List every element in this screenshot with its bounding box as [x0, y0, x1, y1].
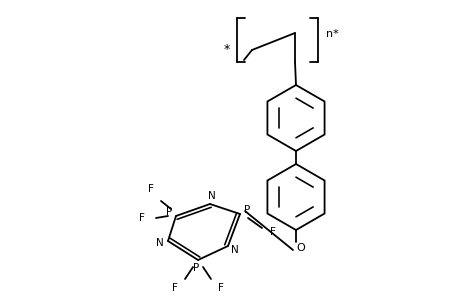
Text: N: N — [230, 245, 238, 255]
Text: P: P — [243, 205, 250, 215]
Text: P: P — [192, 263, 199, 273]
Text: F: F — [269, 227, 275, 237]
Text: F: F — [172, 283, 178, 293]
Text: P: P — [166, 207, 172, 217]
Text: F: F — [218, 283, 224, 293]
Text: n*: n* — [325, 29, 338, 39]
Text: N: N — [207, 191, 215, 201]
Text: F: F — [148, 184, 154, 194]
Text: O: O — [296, 243, 305, 253]
Text: F: F — [139, 213, 145, 223]
Text: *: * — [224, 44, 230, 56]
Text: N: N — [156, 238, 164, 248]
